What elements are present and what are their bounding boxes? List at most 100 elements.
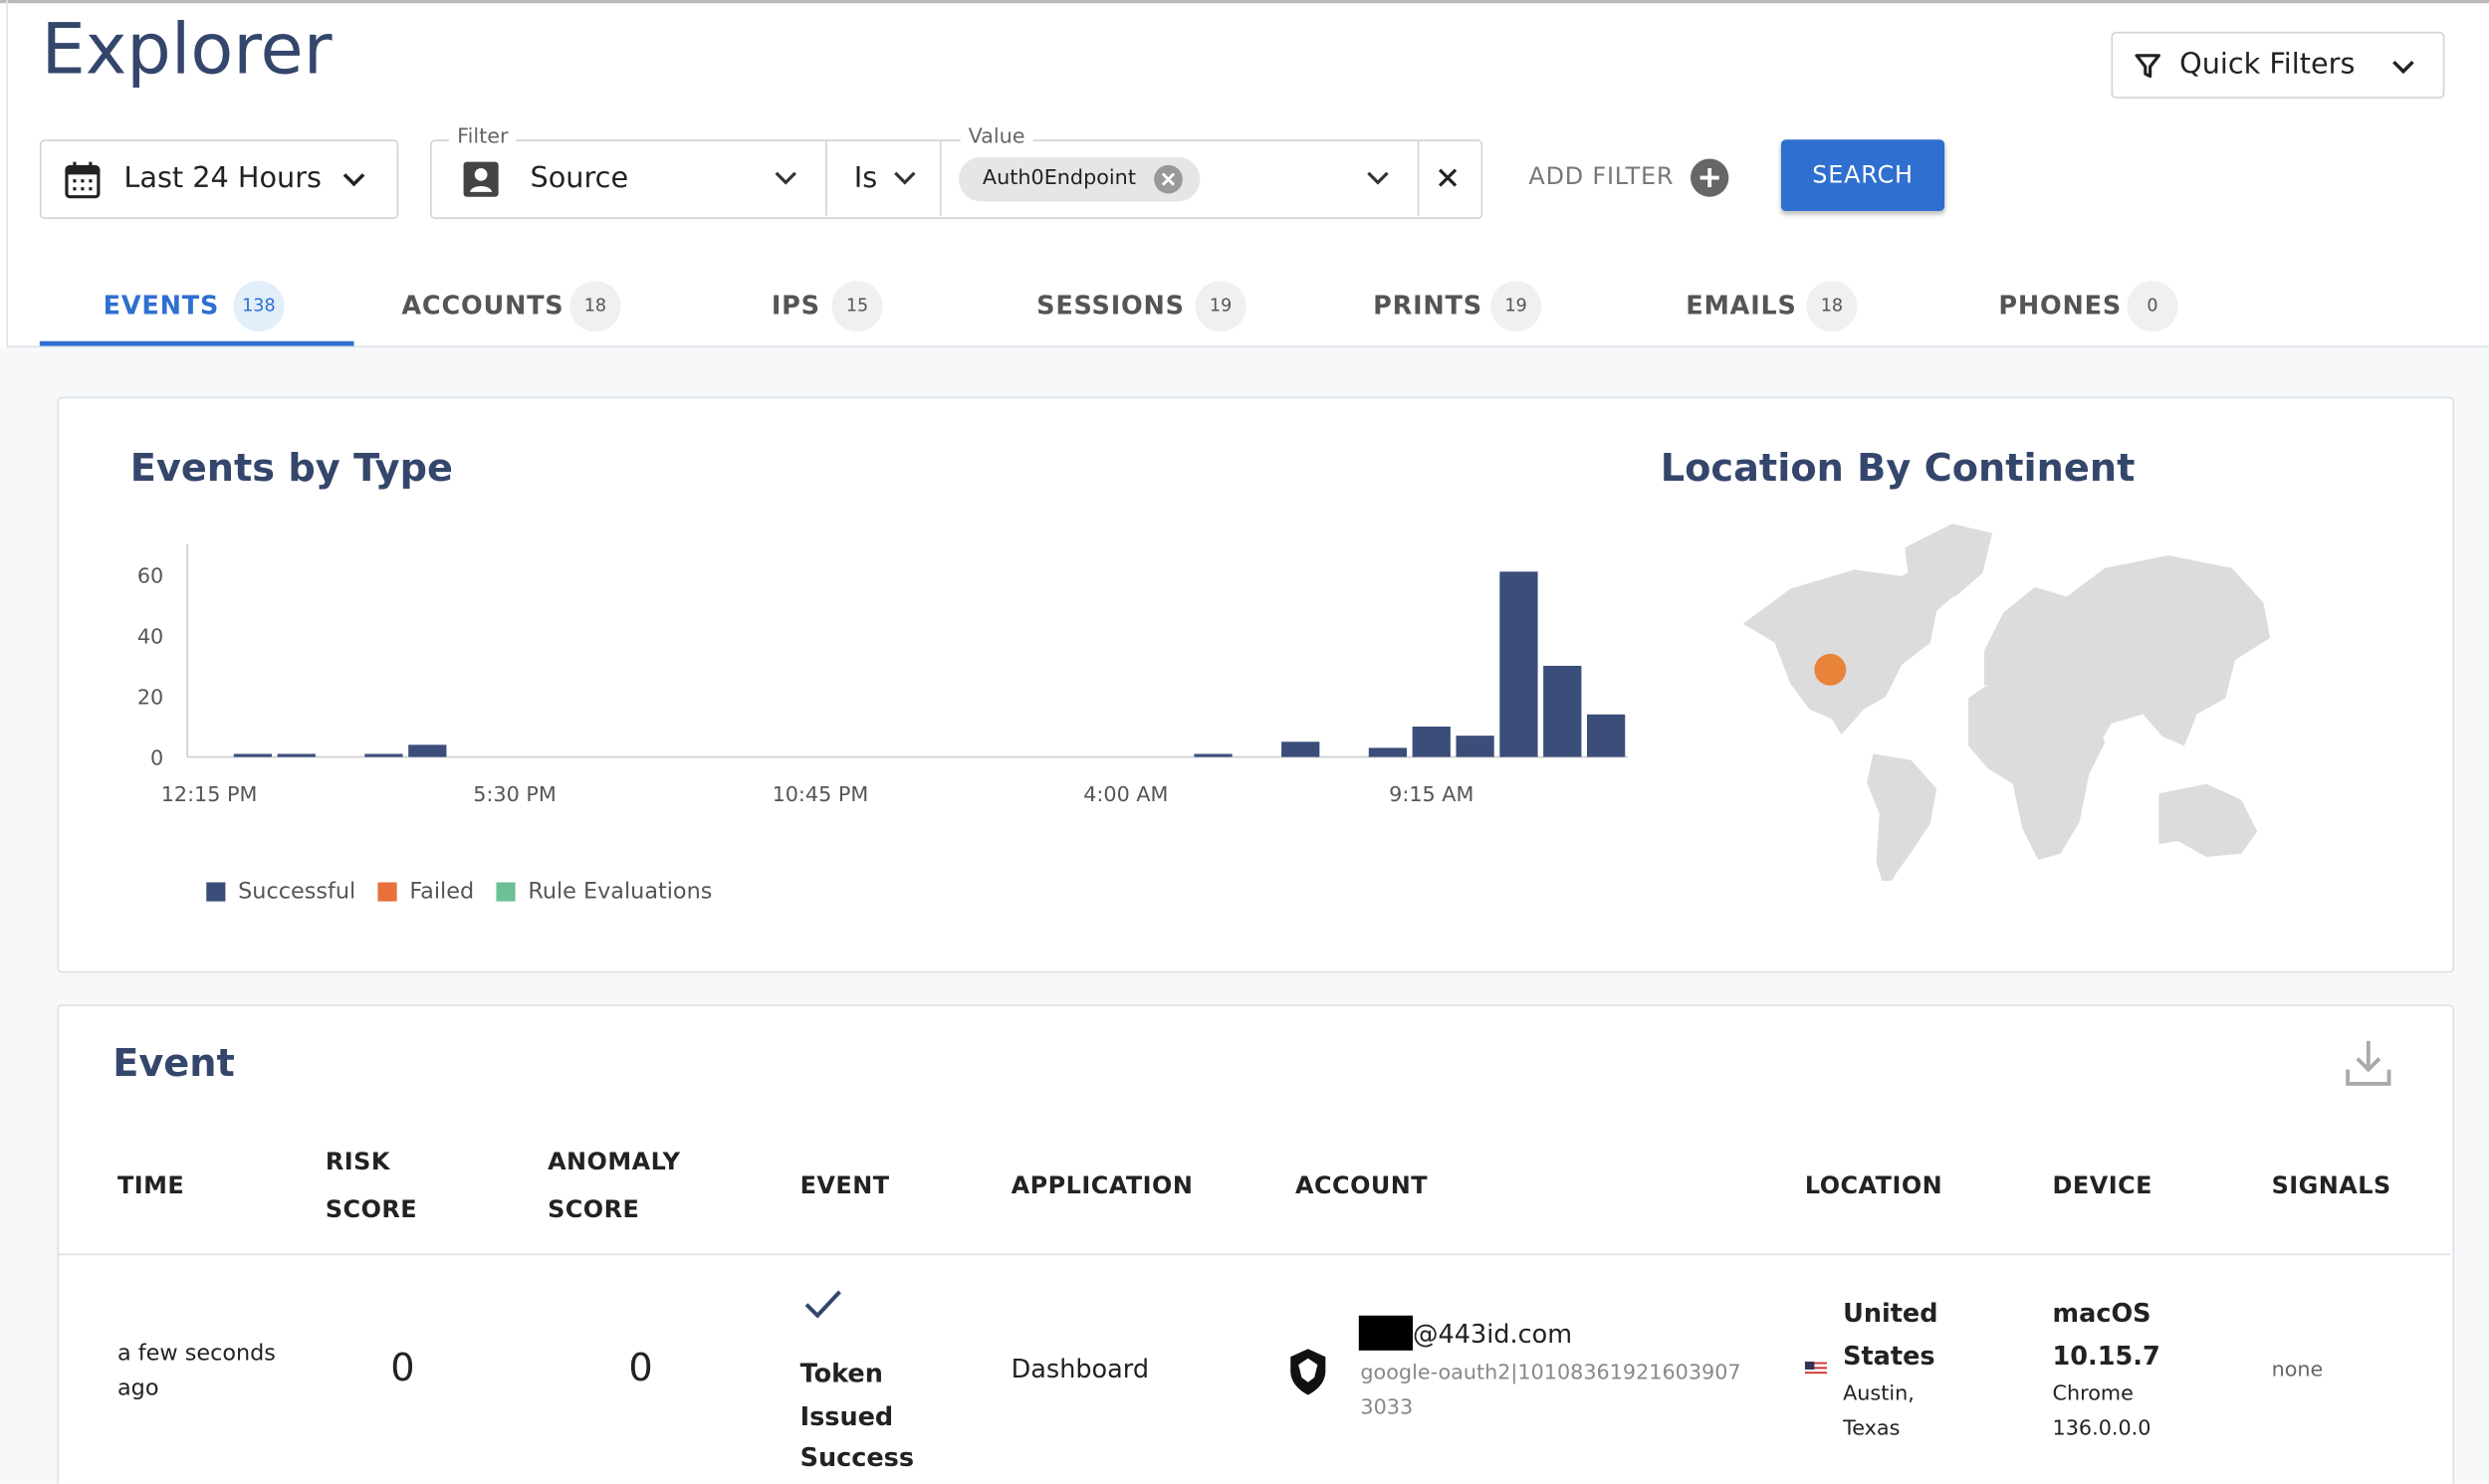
bar [233,753,273,757]
column-header[interactable]: TIME [116,1170,185,1200]
divider [825,140,827,216]
legend-label: Successful [238,878,355,904]
success-check [804,1290,841,1319]
tab-label[interactable]: EMAILS [1686,290,1797,321]
y-tick-label: 60 [137,563,163,587]
chevron [1367,171,1389,185]
legend-label: Failed [409,878,474,904]
events-chart: 0 20 40 60 12:15 PM 5:30 PM 10:45 PM 4:00 AM 9:1… [137,543,1629,904]
column-header[interactable]: APPLICATION [1011,1170,1194,1200]
chevron-path [894,171,916,185]
bar [277,753,316,757]
value-legend: Value [960,124,1033,149]
tab-label[interactable]: IPS [771,290,820,321]
calendar-icon [65,161,101,199]
download-icon[interactable] [2343,1038,2393,1089]
signals-cell: none [2271,1358,2324,1382]
remove-x [1161,172,1176,186]
person-head [474,168,488,181]
bar [364,753,403,757]
bar [1587,714,1626,757]
legend-swatch [377,882,397,902]
tab-label[interactable]: ACCOUNTS [401,290,565,321]
add-plus [1699,168,1719,188]
tab-label[interactable]: SESSIONS [1036,290,1185,321]
column-header[interactable]: EVENT [799,1170,890,1200]
y-tick-label: 40 [137,624,163,648]
add-filter[interactable]: ADD FILTER [1528,161,1675,191]
eurasia [1984,555,2270,746]
time-range-label: Last 24 Hours [123,161,322,196]
clear-x [1438,168,1458,187]
column-header[interactable]: SIGNALS [2271,1170,2391,1200]
chevron [775,171,796,185]
column-header[interactable]: DEVICE [2052,1170,2152,1200]
bar [408,744,447,757]
y-tick-label: 20 [137,685,163,709]
bar [1543,665,1582,757]
clear-filter[interactable] [1435,165,1461,191]
table-title: Event [113,1040,235,1086]
cal-top [66,166,99,175]
shield-icon [1290,1349,1326,1395]
risk-score-cell: 0 [390,1346,415,1390]
bar [1499,571,1538,757]
chart-title: Events by Type [129,446,453,491]
filter-legend: Filter [449,124,517,149]
africa [1968,673,2106,861]
tab-divider [7,345,2489,348]
active-tab-indicator [39,340,354,346]
search-button[interactable]: SEARCH [1780,139,1945,212]
legend-swatch [496,882,516,902]
south-america [1867,753,1937,881]
person-icon [463,161,499,197]
value-chip[interactable]: Auth0Endpoint [959,156,1201,202]
chevron [894,171,916,185]
account-email[interactable]: @443id.com [1413,1318,1573,1350]
column-header[interactable]: LOCATION [1804,1170,1943,1200]
application-cell[interactable]: Dashboard [1011,1354,1150,1384]
x-tick-label: 10:45 PM [773,782,869,806]
operator[interactable]: Is [853,161,878,196]
time-range-select[interactable]: Last 24 Hours [39,139,399,220]
page-title: Explorer [41,9,333,91]
location-marker[interactable] [1814,653,1847,686]
filter-field[interactable]: Source [530,161,629,196]
account-id: google-oauth2|101083619216039073033 [1360,1361,1741,1420]
city-cell: Austin, Texas [1843,1381,1915,1441]
world-map [1742,524,2270,881]
chevron-path [342,173,365,187]
column-header[interactable]: ACCOUNT [1295,1170,1429,1200]
chip-remove[interactable] [1153,163,1185,195]
x-tick-label: 9:15 AM [1389,782,1473,806]
flag-canton [1804,1361,1815,1370]
tab-count: 18 [569,281,621,332]
x-tick-label: 12:15 PM [161,782,258,806]
column-header[interactable]: ANOMALY SCORE [548,1147,681,1224]
tab-count: 15 [831,281,883,332]
quick-filters-button[interactable]: Quick Filters [2111,31,2445,99]
bar [1368,747,1408,757]
top-border [0,0,2489,4]
person-body [469,185,493,192]
chevron [2392,60,2414,75]
divider [1417,140,1420,216]
os-cell: macOS 10.15.7 [2052,1298,2160,1371]
add-icon[interactable] [1689,157,1729,198]
tab-label[interactable]: EVENTS [103,290,220,321]
country-cell: United States [1843,1298,1938,1371]
x-tick-label: 4:00 AM [1083,782,1168,806]
tab-label[interactable]: PRINTS [1373,290,1482,321]
browser-cell: Chrome 136.0.0.0 [2052,1381,2151,1441]
tab-count: 19 [1195,281,1246,332]
tab-count: 138 [233,281,285,332]
event-panel [57,1004,2454,1484]
greenland [1905,524,1992,608]
bar [1281,742,1320,757]
cal-rings [73,161,93,170]
north-america [1742,556,1969,736]
time-cell: a few seconds ago [116,1341,276,1401]
column-header[interactable]: RISK SCORE [325,1147,418,1224]
tab-label[interactable]: PHONES [1998,290,2123,321]
